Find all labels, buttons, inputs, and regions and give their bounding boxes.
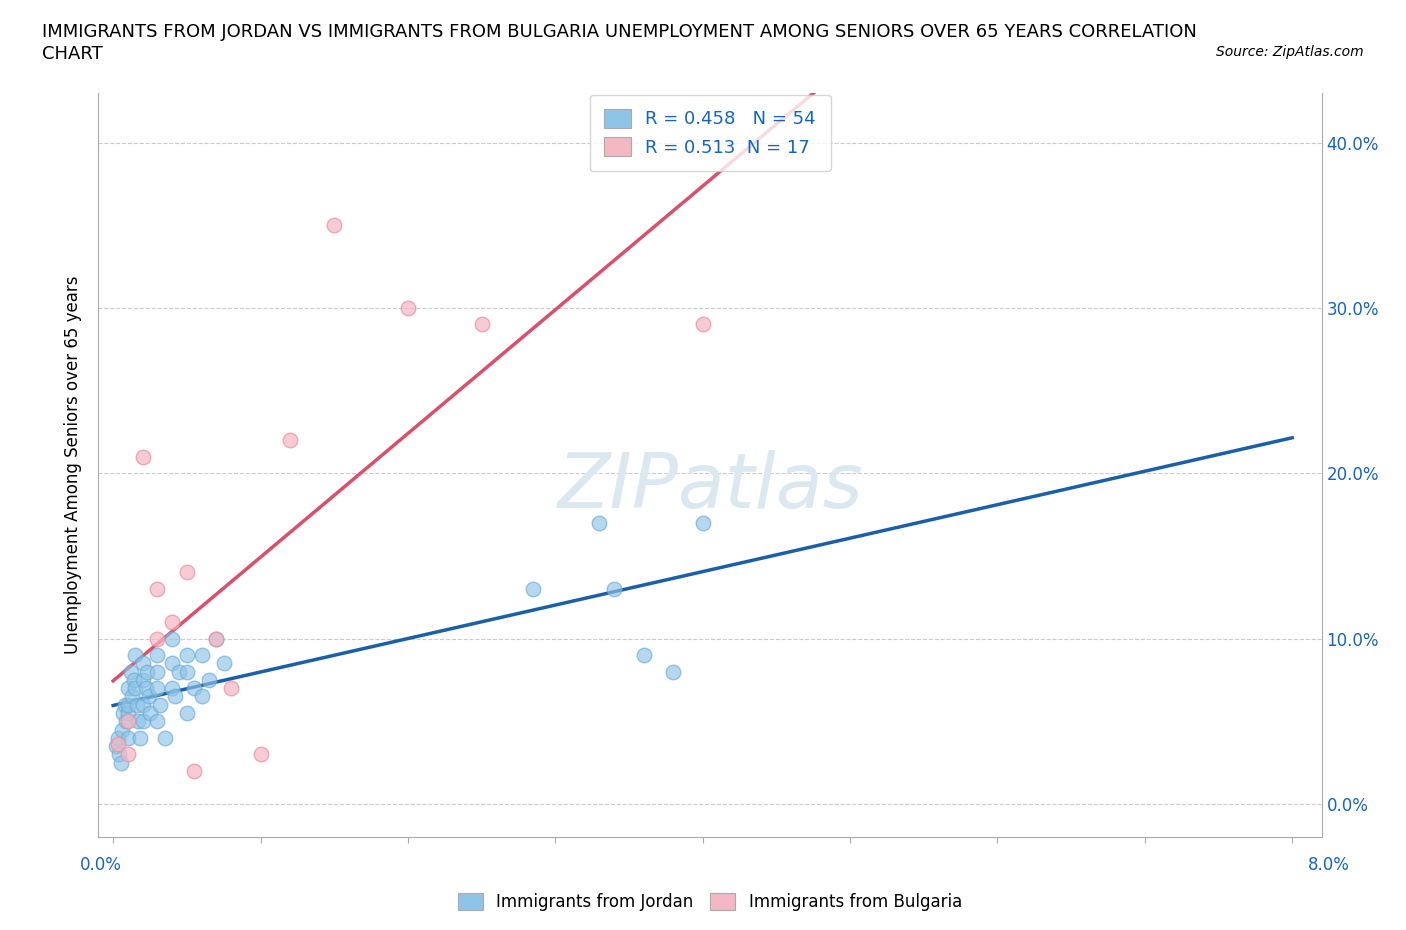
Point <box>120 664 142 679</box>
Point <box>112 706 135 721</box>
Point <box>146 681 169 696</box>
Point <box>176 565 198 580</box>
Point <box>323 218 346 232</box>
Point <box>117 714 139 729</box>
Point <box>692 515 714 530</box>
Point <box>396 300 419 315</box>
Point <box>117 730 139 745</box>
Point <box>522 581 544 596</box>
Point <box>111 722 134 737</box>
Point <box>122 672 145 687</box>
Point <box>165 689 187 704</box>
Point <box>136 664 159 679</box>
Point <box>135 681 157 696</box>
Point <box>139 706 162 721</box>
Point <box>117 681 139 696</box>
Point <box>198 672 221 687</box>
Point <box>127 714 149 729</box>
Point <box>131 449 153 464</box>
Text: 8.0%: 8.0% <box>1308 856 1350 873</box>
Point <box>117 747 139 762</box>
Point <box>603 581 626 596</box>
Point <box>249 747 271 762</box>
Point <box>169 664 191 679</box>
Point <box>190 689 212 704</box>
Text: ZIPatlas: ZIPatlas <box>557 450 863 525</box>
Point <box>108 747 131 762</box>
Point <box>146 714 169 729</box>
Point <box>125 698 148 712</box>
Point <box>471 317 494 332</box>
Point <box>107 737 129 751</box>
Point <box>107 730 129 745</box>
Text: 0.0%: 0.0% <box>80 856 122 873</box>
Point <box>692 317 714 332</box>
Point <box>149 698 172 712</box>
Text: CHART: CHART <box>42 45 103 62</box>
Point <box>128 730 150 745</box>
Point <box>105 738 128 753</box>
Text: IMMIGRANTS FROM JORDAN VS IMMIGRANTS FROM BULGARIA UNEMPLOYMENT AMONG SENIORS OV: IMMIGRANTS FROM JORDAN VS IMMIGRANTS FRO… <box>42 23 1197 41</box>
Point <box>121 689 143 704</box>
Point <box>176 647 198 662</box>
Point <box>190 647 212 662</box>
Point <box>124 681 146 696</box>
Point <box>183 681 205 696</box>
Point <box>662 664 685 679</box>
Point <box>131 672 153 687</box>
Point <box>117 698 139 712</box>
Point <box>160 656 183 671</box>
Point <box>131 656 153 671</box>
Point <box>110 755 132 770</box>
Y-axis label: Unemployment Among Seniors over 65 years: Unemployment Among Seniors over 65 years <box>65 276 83 654</box>
Point <box>146 581 169 596</box>
Point <box>176 706 198 721</box>
Point <box>160 681 183 696</box>
Point <box>205 631 228 646</box>
Point <box>160 615 183 630</box>
Point <box>114 698 136 712</box>
Point <box>219 681 242 696</box>
Point <box>146 647 169 662</box>
Point <box>117 706 139 721</box>
Point <box>588 515 610 530</box>
Point <box>131 698 153 712</box>
Point <box>131 714 153 729</box>
Point <box>115 714 138 729</box>
Point <box>124 647 146 662</box>
Legend: Immigrants from Jordan, Immigrants from Bulgaria: Immigrants from Jordan, Immigrants from … <box>451 886 969 918</box>
Point <box>205 631 228 646</box>
Point <box>183 764 205 778</box>
Point <box>176 664 198 679</box>
Point <box>138 689 160 704</box>
Point <box>160 631 183 646</box>
Text: Source: ZipAtlas.com: Source: ZipAtlas.com <box>1216 45 1364 59</box>
Point <box>146 631 169 646</box>
Point <box>153 730 176 745</box>
Point <box>633 647 655 662</box>
Point <box>212 656 235 671</box>
Point <box>278 432 301 447</box>
Point <box>146 664 169 679</box>
